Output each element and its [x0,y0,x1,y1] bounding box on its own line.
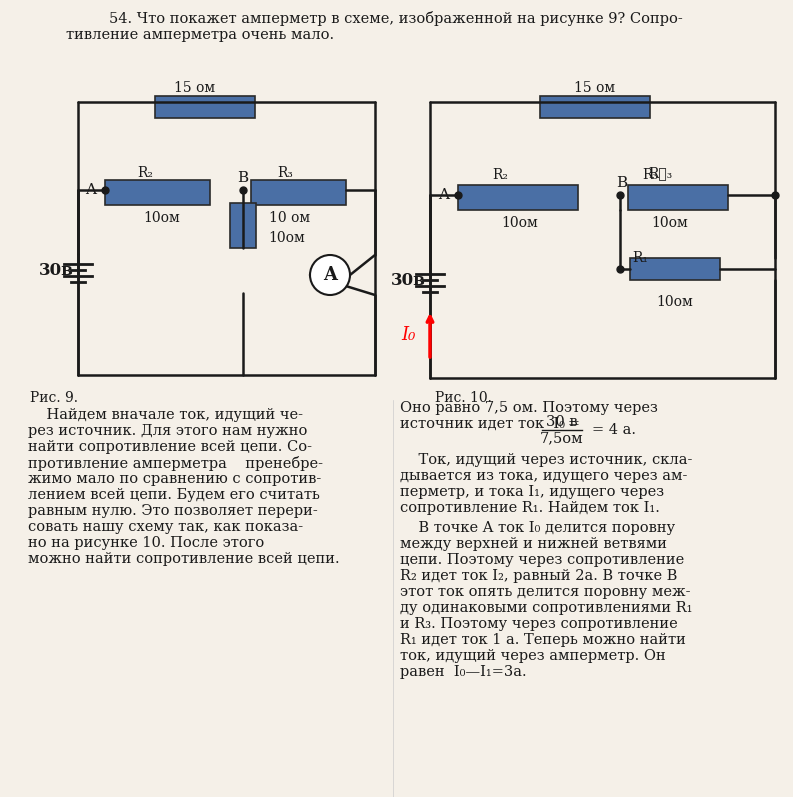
Text: и R₃. Поэтому через сопротивление: и R₃. Поэтому через сопротивление [400,617,678,631]
Text: 10ом: 10ом [657,295,693,309]
Text: I₀: I₀ [400,326,416,344]
Text: противление амперметра    пренебре-: противление амперметра пренебре- [28,456,323,470]
Text: A: A [323,266,337,284]
Text: тивление амперметра очень мало.: тивление амперметра очень мало. [66,28,334,42]
Text: = 4 а.: = 4 а. [592,423,636,437]
Text: лением всей цепи. Будем его считать: лением всей цепи. Будем его считать [28,488,320,502]
Text: можно найти сопротивление всей цепи.: можно найти сопротивление всей цепи. [28,552,339,566]
Text: но на рисунке 10. После этого: но на рисунке 10. После этого [28,536,264,550]
Bar [628,185,728,210]
Text: ток, идущий через амперметр. Он: ток, идущий через амперметр. Он [400,649,666,663]
Text: 30 в: 30 в [546,415,578,429]
Text: источник идет ток  I₀ =: источник идет ток I₀ = [400,417,580,431]
Text: Ток, идущий через источник, скла-: Ток, идущий через источник, скла- [400,453,692,467]
Text: B: B [237,171,248,185]
Text: 30в: 30в [391,272,425,289]
Text: дывается из тока, идущего через ам-: дывается из тока, идущего через ам- [400,469,688,483]
Text: R₃: R₃ [277,166,293,180]
Bar [458,185,578,210]
Circle shape [310,255,350,295]
Text: цепи. Поэтому через сопротивление: цепи. Поэтому через сопротивление [400,553,684,567]
Text: R₃: R₃ [642,168,658,182]
Text: этот ток опять делится поровну меж-: этот ток опять делится поровну меж- [400,585,691,599]
Bar [230,203,256,248]
Text: 10 ом: 10 ом [270,211,311,225]
Text: 10ом: 10ом [144,211,180,225]
Text: Оно равно 7,5 ом. Поэтому через: Оно равно 7,5 ом. Поэтому через [400,401,658,415]
Text: R₂ идет ток I₂, равный 2а. В точке B: R₂ идет ток I₂, равный 2а. В точке B [400,569,677,583]
Text: перметр, и тока I₁, идущего через: перметр, и тока I₁, идущего через [400,485,664,499]
Bar [630,258,720,280]
Text: B: B [616,176,627,190]
Text: 15 ом: 15 ом [574,81,615,95]
Text: 10ом: 10ом [652,216,688,230]
Text: рез источник. Для этого нам нужно: рез источник. Для этого нам нужно [28,424,308,438]
Text: R　₃: R ₃ [648,166,672,180]
Text: равным нулю. Это позволяет перери-: равным нулю. Это позволяет перери- [28,504,318,518]
Text: совать нашу схему так, как показа-: совать нашу схему так, как показа- [28,520,303,534]
Text: 7,5ом: 7,5ом [540,431,584,445]
Text: A: A [86,183,97,197]
Text: A: A [439,188,450,202]
Text: сопротивление R₁. Найдем ток I₁.: сопротивление R₁. Найдем ток I₁. [400,501,660,515]
Text: 30в: 30в [39,261,74,278]
Text: жимо мало по сравнению с сопротив-: жимо мало по сравнению с сопротив- [28,472,321,486]
Text: Найдем вначале ток, идущий че-: Найдем вначале ток, идущий че- [28,408,303,422]
Bar [155,96,255,118]
Text: Рис. 9.: Рис. 9. [30,391,78,405]
Bar [540,96,650,118]
Text: 10ом: 10ом [268,231,305,245]
Bar [251,180,346,205]
Text: В точке A ток I₀ делится поровну: В точке A ток I₀ делится поровну [400,521,676,535]
Text: R₁ идет ток 1 а. Теперь можно найти: R₁ идет ток 1 а. Теперь можно найти [400,633,686,647]
Text: найти сопротивление всей цепи. Со-: найти сопротивление всей цепи. Со- [28,440,312,454]
Text: ду одинаковыми сопротивлениями R₁: ду одинаковыми сопротивлениями R₁ [400,601,692,615]
Text: R₂: R₂ [137,166,153,180]
Text: R₁: R₁ [632,251,648,265]
Text: Рис. 10.: Рис. 10. [435,391,492,405]
Text: 10ом: 10ом [502,216,538,230]
Text: 54. Что покажет амперметр в схеме, изображенной на рисунке 9? Сопро-: 54. Что покажет амперметр в схеме, изобр… [109,10,683,26]
Text: равен  I₀—I₁=3а.: равен I₀—I₁=3а. [400,665,527,679]
Text: между верхней и нижней ветвями: между верхней и нижней ветвями [400,537,667,551]
Text: 15 ом: 15 ом [174,81,216,95]
Bar [105,180,210,205]
Text: R₂: R₂ [492,168,508,182]
